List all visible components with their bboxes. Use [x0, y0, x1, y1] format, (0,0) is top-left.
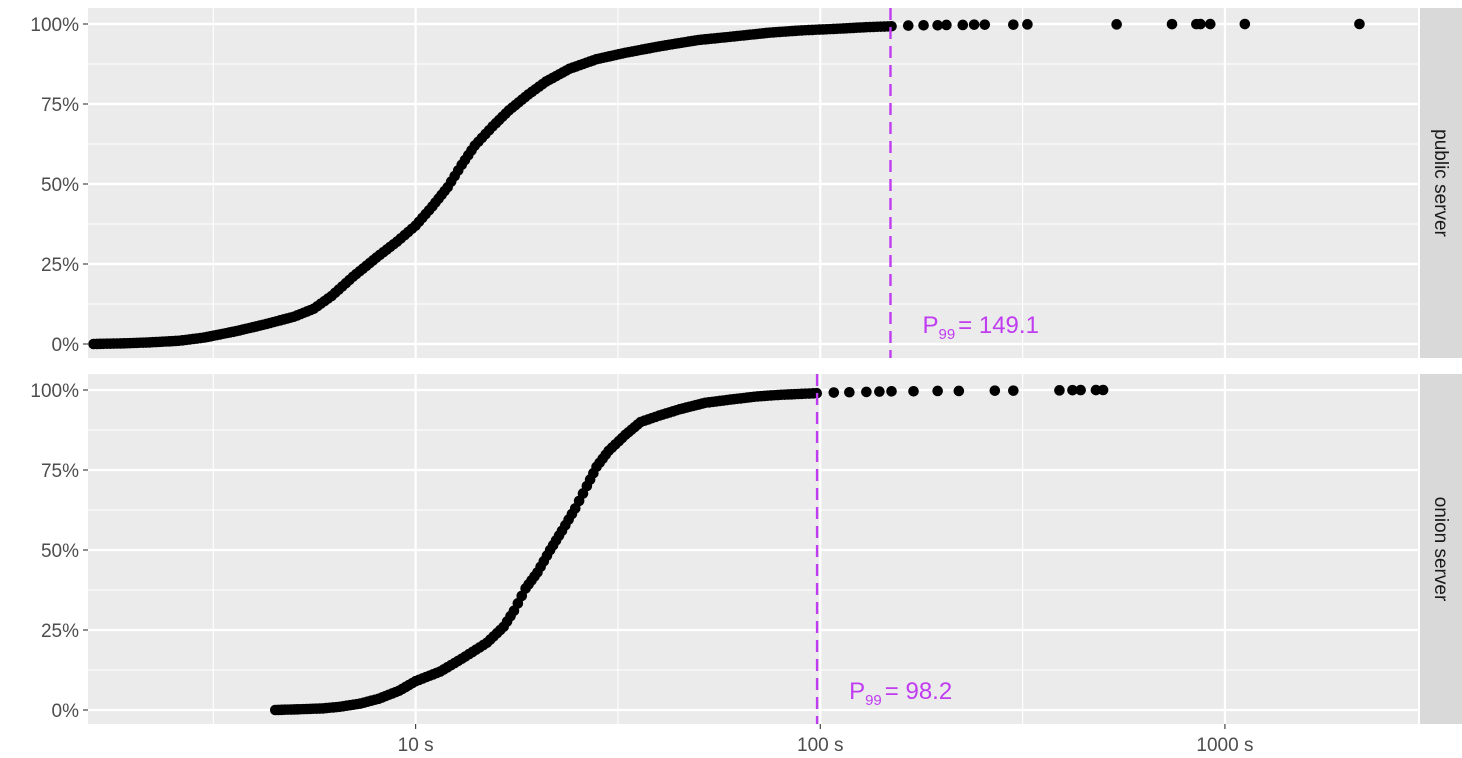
data-point	[1195, 18, 1206, 30]
data-point	[1111, 19, 1122, 30]
data-point	[861, 386, 872, 398]
data-point	[1067, 384, 1078, 396]
data-point	[874, 386, 885, 397]
x-tick-label: 1000 s	[1196, 735, 1253, 756]
data-point	[1354, 18, 1365, 30]
y-tick-label: 75%	[41, 461, 79, 482]
data-point	[932, 385, 943, 397]
data-point	[886, 385, 897, 397]
y-tick-label: 100%	[30, 15, 79, 36]
data-point	[957, 19, 969, 31]
facet-strip	[1420, 8, 1462, 358]
data-point	[1008, 19, 1019, 30]
y-tick-label: 0%	[52, 701, 80, 722]
facet-strip-label: onion server	[1430, 497, 1451, 602]
data-point	[844, 386, 855, 398]
data-point	[828, 387, 840, 398]
data-point	[1054, 385, 1065, 396]
x-tick-label: 100 s	[797, 735, 843, 756]
x-tick-label: 10 s	[398, 735, 434, 756]
data-point	[1239, 18, 1251, 30]
data-point	[886, 20, 897, 32]
facet-strip	[1420, 374, 1462, 724]
y-tick-label: 25%	[41, 255, 79, 276]
data-point	[953, 385, 965, 397]
data-point	[1022, 19, 1033, 30]
facet-strip-label: public server	[1430, 129, 1451, 237]
y-tick-label: 0%	[52, 335, 80, 356]
data-point	[1204, 18, 1216, 30]
p99-annotation: P99 = 98.2	[849, 678, 952, 709]
panel-onion-server: 0% 25% 50% 75% 100% P99 = 98.2 onion server	[30, 374, 1462, 724]
data-point	[1097, 384, 1109, 396]
p99-annotation: P99 = 149.1	[922, 312, 1038, 343]
data-point	[989, 385, 1001, 396]
data-point	[918, 19, 929, 31]
y-tick-label: 100%	[30, 381, 79, 402]
y-tick-label: 50%	[41, 541, 79, 562]
data-point	[968, 19, 980, 30]
data-point	[979, 19, 991, 30]
data-point	[1166, 18, 1178, 30]
y-tick-label: 50%	[41, 175, 79, 196]
panel-public-server: 0% 25% 50% 75% 100% P99 = 149.1 public server	[30, 8, 1462, 358]
data-point	[941, 19, 952, 31]
data-point	[1075, 384, 1086, 396]
y-tick-label: 75%	[41, 95, 79, 116]
data-point	[1008, 385, 1019, 396]
data-point	[902, 20, 914, 31]
data-point	[932, 19, 943, 31]
data-point	[908, 385, 919, 397]
y-tick-label: 25%	[41, 621, 79, 642]
